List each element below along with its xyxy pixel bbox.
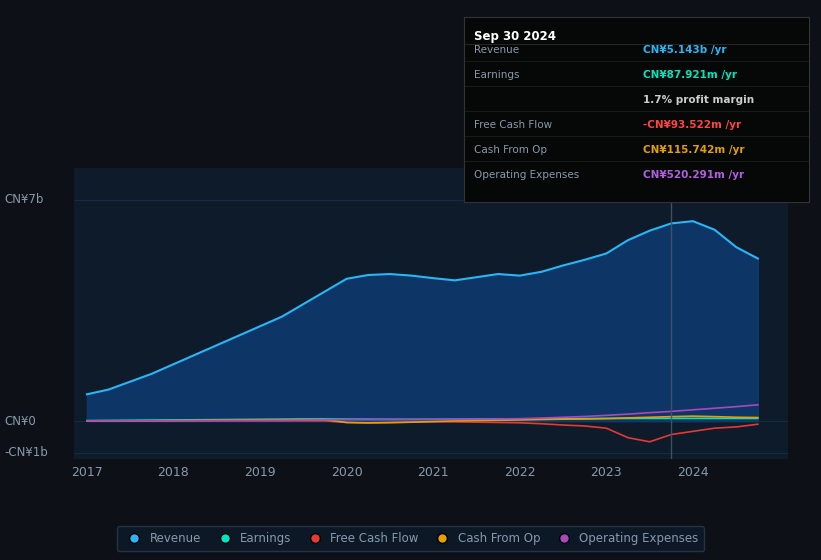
Text: CN¥5.143b /yr: CN¥5.143b /yr xyxy=(643,45,727,55)
Text: Earnings: Earnings xyxy=(475,70,520,80)
Text: -CN¥93.522m /yr: -CN¥93.522m /yr xyxy=(643,120,741,130)
Text: Free Cash Flow: Free Cash Flow xyxy=(475,120,553,130)
Text: CN¥87.921m /yr: CN¥87.921m /yr xyxy=(643,70,737,80)
Text: Cash From Op: Cash From Op xyxy=(475,145,548,155)
Text: Operating Expenses: Operating Expenses xyxy=(475,170,580,180)
Text: CN¥115.742m /yr: CN¥115.742m /yr xyxy=(643,145,745,155)
Text: Revenue: Revenue xyxy=(475,45,520,55)
Text: CN¥520.291m /yr: CN¥520.291m /yr xyxy=(643,170,745,180)
Text: CN¥7b: CN¥7b xyxy=(4,193,44,206)
Text: Sep 30 2024: Sep 30 2024 xyxy=(475,30,556,43)
Text: 1.7% profit margin: 1.7% profit margin xyxy=(643,95,754,105)
Legend: Revenue, Earnings, Free Cash Flow, Cash From Op, Operating Expenses: Revenue, Earnings, Free Cash Flow, Cash … xyxy=(117,526,704,551)
Text: CN¥0: CN¥0 xyxy=(4,415,36,428)
Text: -CN¥1b: -CN¥1b xyxy=(4,446,48,459)
